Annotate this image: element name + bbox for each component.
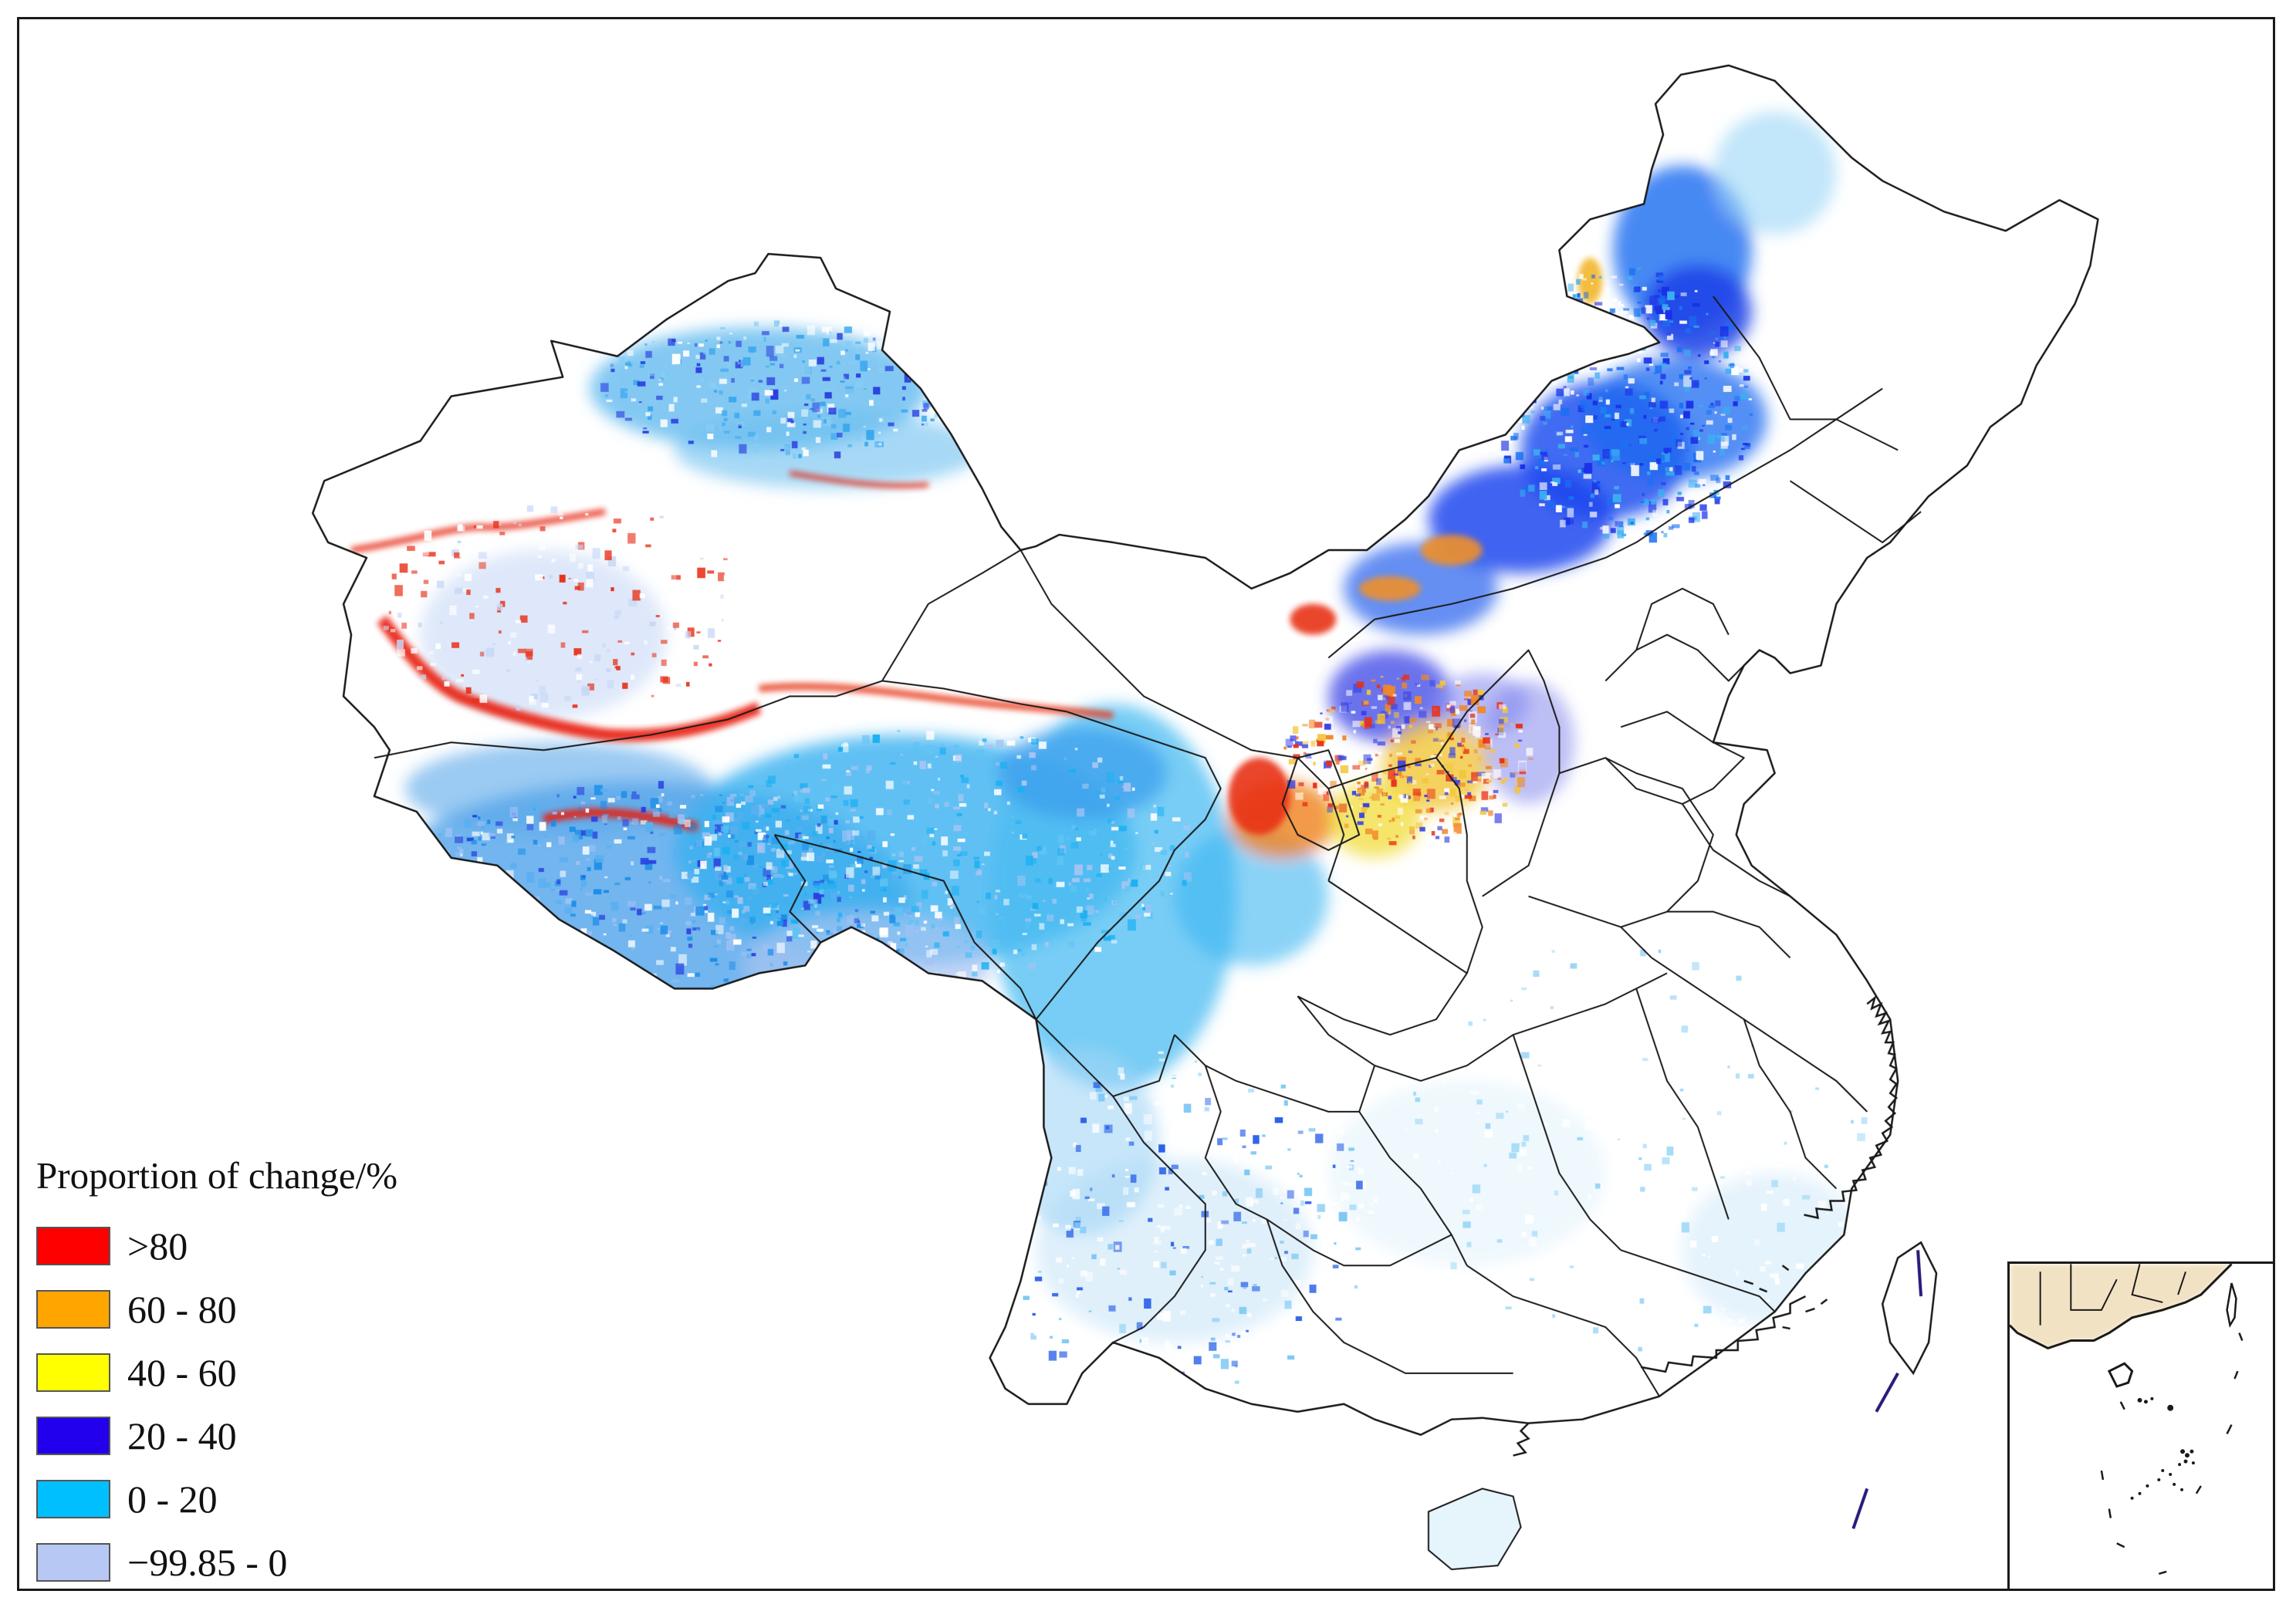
legend-item: 20 - 40 xyxy=(36,1404,515,1467)
legend-item: −99.85 - 0 xyxy=(36,1531,515,1589)
china-map xyxy=(311,64,2099,1571)
legend-swatch xyxy=(36,1417,110,1455)
legend-swatch xyxy=(36,1353,110,1392)
legend-item: 60 - 80 xyxy=(36,1278,515,1341)
legend-label: 0 - 20 xyxy=(127,1478,218,1521)
legend-item: 0 - 20 xyxy=(36,1467,515,1531)
inset-hainan xyxy=(2107,1362,2134,1388)
legend-swatch xyxy=(36,1227,110,1265)
legend-item: 40 - 60 xyxy=(36,1341,515,1404)
taiwan-island xyxy=(1881,1241,1938,1376)
province-boundaries xyxy=(311,64,2099,1436)
inset-coast xyxy=(2010,1264,2233,1350)
inset-islands xyxy=(2130,1397,2195,1500)
inset-taiwan xyxy=(2226,1282,2237,1329)
legend-swatch xyxy=(36,1480,110,1518)
legend-label: 40 - 60 xyxy=(127,1351,237,1394)
legend-swatch xyxy=(36,1543,110,1582)
legend-label: −99.85 - 0 xyxy=(127,1541,288,1584)
legend: Proportion of change/% >80 60 - 80 40 - 60… xyxy=(36,1153,515,1589)
sea-boundary-dashes xyxy=(1851,1250,1923,1529)
hainan-island xyxy=(1427,1488,1522,1571)
legend-label: 20 - 40 xyxy=(127,1414,237,1457)
legend-swatch xyxy=(36,1290,110,1329)
legend-item: >80 xyxy=(36,1214,515,1278)
map-frame: Proportion of change/% >80 60 - 80 40 - 60… xyxy=(17,17,2275,1591)
coastline-detail xyxy=(1513,995,1898,1457)
inset-dashes xyxy=(2100,1332,2244,1576)
legend-label: >80 xyxy=(127,1224,188,1268)
inset-map xyxy=(2007,1261,2273,1589)
legend-items: >80 60 - 80 40 - 60 20 - 40 0 - 20 −99.85 - 0 xyxy=(36,1214,515,1589)
inset-svg xyxy=(2010,1264,2244,1576)
legend-label: 60 - 80 xyxy=(127,1288,237,1331)
legend-title: Proportion of change/% xyxy=(36,1154,398,1197)
